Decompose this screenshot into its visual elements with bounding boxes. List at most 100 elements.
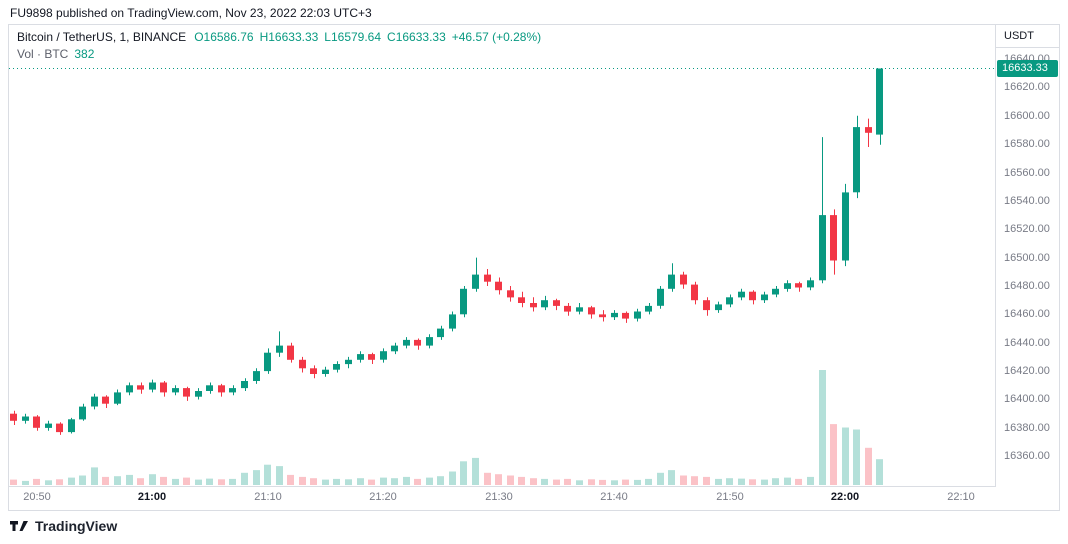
volume-bar [218, 479, 225, 486]
volume-bar [749, 479, 756, 486]
price-axis-currency-label: USDT [996, 25, 1060, 48]
candle-body [206, 385, 213, 391]
volume-layer [10, 370, 883, 486]
candle-body [299, 359, 306, 369]
price-tick-label: 16560.00 [1004, 167, 1050, 179]
candle-body [22, 416, 29, 421]
candle-body [541, 300, 548, 308]
volume-bar [460, 461, 467, 485]
candle-body [391, 345, 398, 352]
candle-body [102, 396, 109, 404]
volume-bar [703, 476, 710, 485]
volume-bar [772, 478, 779, 485]
price-tick-label: 16600.00 [1004, 110, 1050, 122]
candle-body [414, 339, 421, 346]
time-tick-label: 21:40 [600, 491, 628, 503]
candlestick-chart[interactable] [9, 25, 995, 486]
volume-bar [645, 478, 652, 485]
volume-bar [784, 477, 791, 485]
candle-body [403, 339, 410, 346]
tradingview-brand-link[interactable]: TradingView [10, 518, 117, 534]
volume-bar [726, 478, 733, 485]
volume-bar [322, 479, 329, 485]
volume-bar [553, 479, 560, 485]
volume-bar [10, 479, 17, 485]
candle-body [691, 284, 698, 301]
volume-bar [842, 427, 849, 485]
volume-bar [403, 476, 410, 485]
volume-bar [68, 477, 75, 485]
candle-body [368, 354, 375, 360]
candle-body [380, 351, 387, 360]
publish-attribution: FU9898 published on TradingView.com, Nov… [10, 6, 372, 20]
time-tick-label: 22:10 [947, 491, 975, 503]
volume-bar [79, 475, 86, 485]
candle-body [738, 291, 745, 298]
price-tick-label: 16420.00 [1004, 365, 1050, 377]
candle-body [437, 328, 444, 338]
volume-bar [45, 480, 52, 485]
volume-bar [668, 470, 675, 485]
volume-bar [611, 480, 618, 485]
candle-body [218, 385, 225, 393]
volume-bar [819, 370, 826, 485]
candle-body [149, 382, 156, 390]
volume-bar [264, 464, 271, 485]
price-tick-label: 16360.00 [1004, 450, 1050, 462]
volume-bar [495, 474, 502, 485]
volume-bar [276, 466, 283, 485]
candle-body [114, 392, 121, 404]
price-axis[interactable]: USDT 16640.00 16620.00 16600.00 16580.00 165… [996, 25, 1060, 487]
candle-body [241, 381, 248, 389]
candle-body [668, 274, 675, 289]
price-tick-label: 16580.00 [1004, 138, 1050, 150]
candle-body [10, 413, 17, 421]
volume-bar [657, 472, 664, 485]
candle-body [495, 281, 502, 291]
last-price-label: 16633.33 [997, 60, 1058, 77]
volume-bar [599, 479, 606, 485]
volume-bar [484, 472, 491, 485]
candles-layer [10, 68, 883, 435]
price-tick-label: 16440.00 [1004, 337, 1050, 349]
volume-bar [715, 478, 722, 485]
candle-body [276, 345, 283, 353]
volume-bar [588, 479, 595, 486]
volume-bar [426, 477, 433, 485]
volume-bar [345, 479, 352, 486]
volume-bar [56, 479, 63, 486]
candle-body [507, 290, 514, 298]
volume-bar [853, 429, 860, 485]
time-axis[interactable]: 20:50 21:00 21:10 21:20 21:30 21:40 21:50 22:00… [9, 487, 995, 510]
candle-body [426, 337, 433, 346]
volume-bar [634, 479, 641, 485]
candle-body [45, 423, 52, 428]
candle-body [68, 419, 75, 433]
candle-body [484, 274, 491, 282]
candle-body [726, 297, 733, 305]
candle-body [634, 311, 641, 319]
candle-body [449, 314, 456, 329]
candle-body [357, 354, 364, 360]
candle-body [322, 369, 329, 374]
chart-wrapper: Bitcoin / TetherUS, 1, BINANCE O16586.76 H… [8, 24, 1060, 511]
volume-bar [691, 476, 698, 485]
volume-bar [507, 475, 514, 485]
price-tick-label: 16620.00 [1004, 81, 1050, 93]
candle-body [830, 215, 837, 261]
volume-bar [126, 474, 133, 485]
volume-bar [876, 459, 883, 485]
candle-body [611, 312, 618, 318]
candle-body [530, 303, 537, 308]
candle-body [795, 283, 802, 288]
time-tick-label: 20:50 [23, 491, 51, 503]
candle-body [91, 396, 98, 407]
candle-body [761, 294, 768, 301]
volume-bar [299, 476, 306, 485]
volume-bar [183, 477, 190, 485]
price-pane[interactable]: Bitcoin / TetherUS, 1, BINANCE O16586.76 H… [9, 25, 996, 487]
candle-body [345, 359, 352, 365]
volume-bar [357, 478, 364, 485]
volume-bar [761, 479, 768, 485]
time-tick-label: 21:30 [485, 491, 513, 503]
